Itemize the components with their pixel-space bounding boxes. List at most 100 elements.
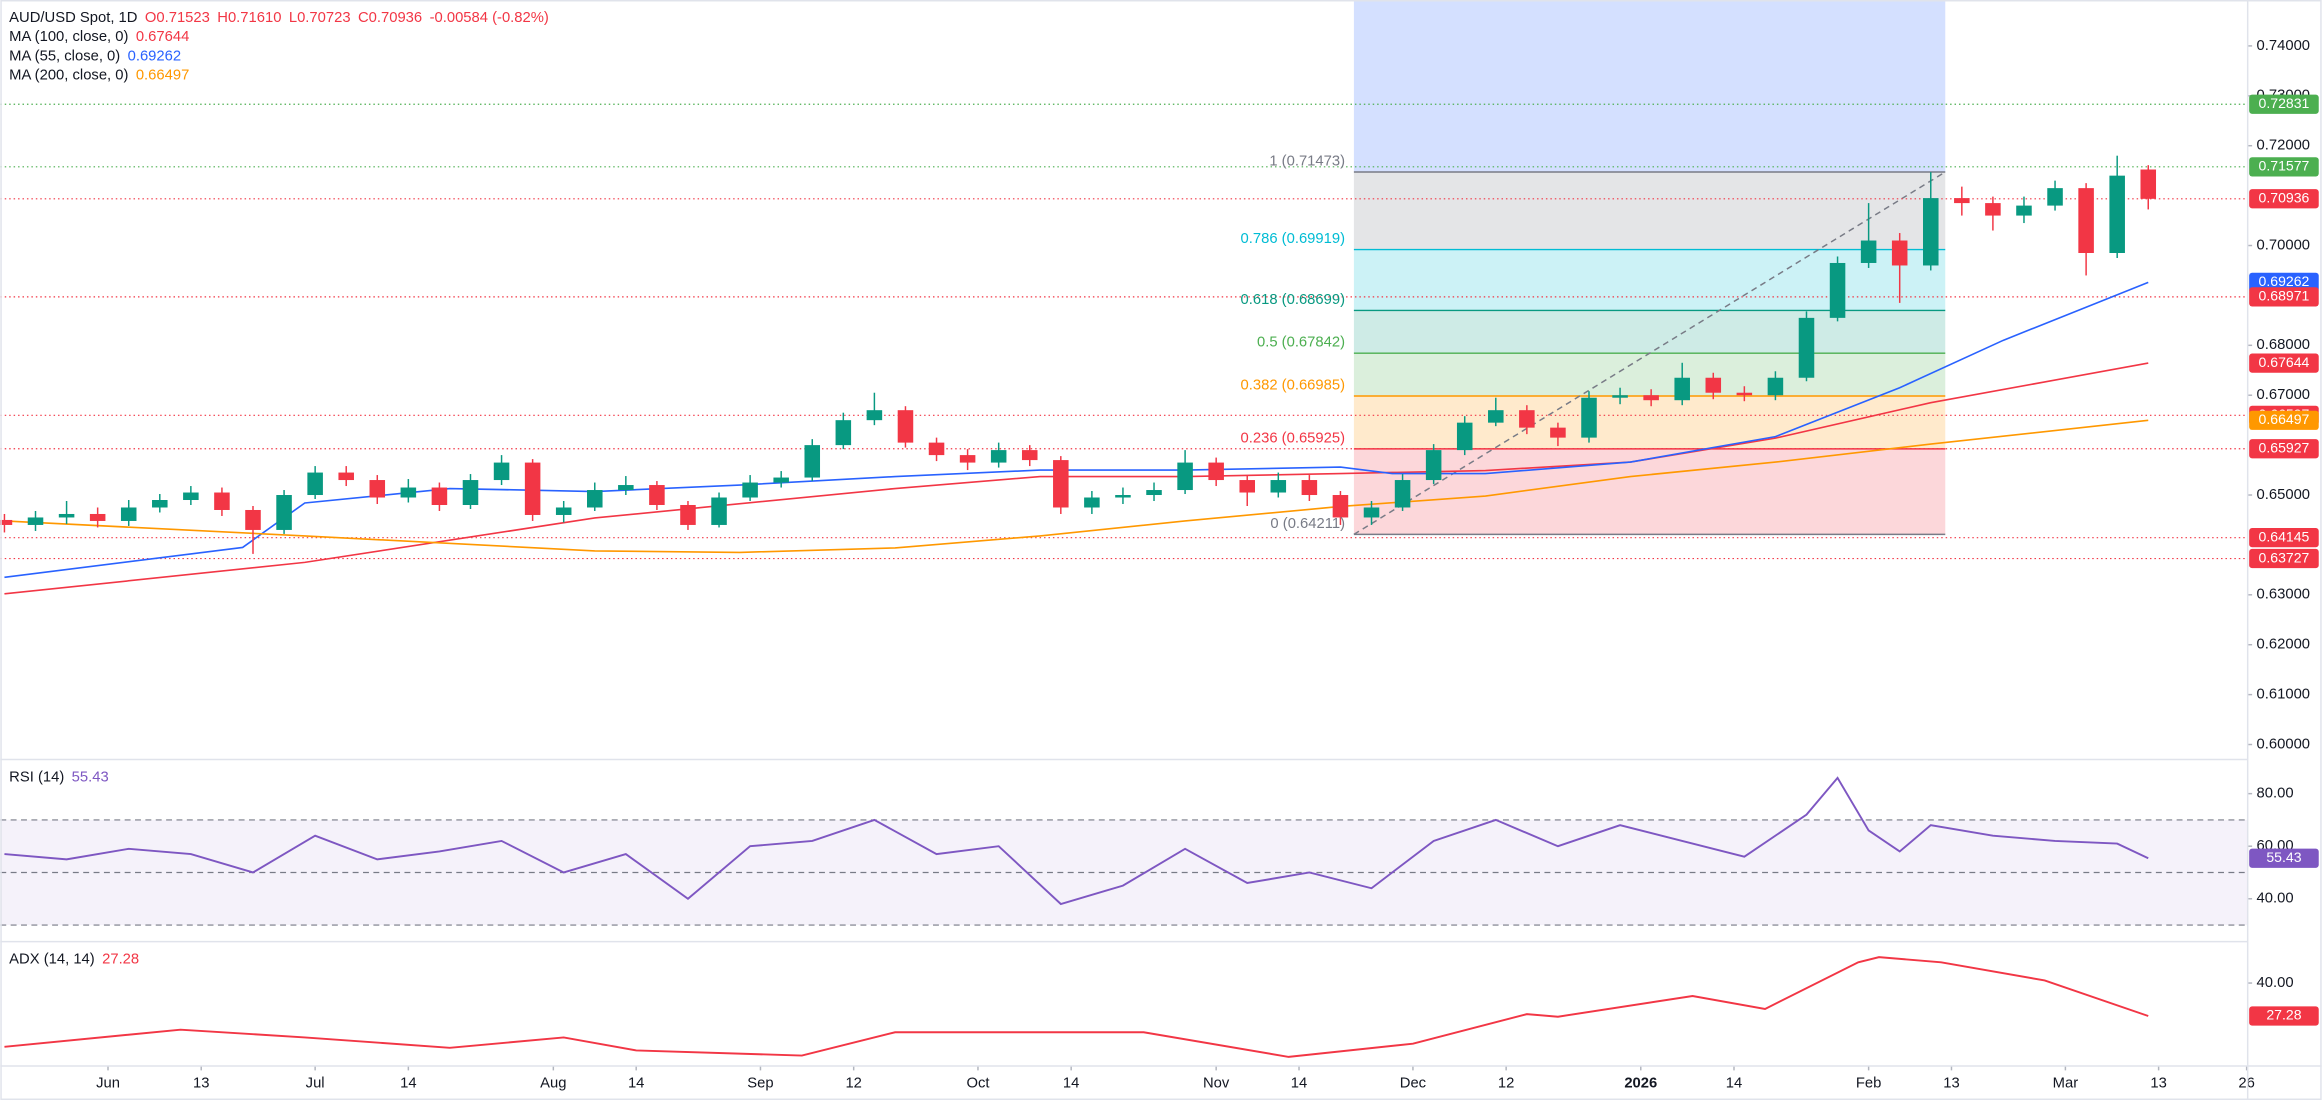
ohlc-value: -0.00584 (-0.82%) [430, 10, 549, 26]
y-tick-label: 0.68000 [2257, 337, 2311, 353]
candle-body [1550, 427, 1566, 438]
x-tick-label: 14 [1726, 1076, 1742, 1092]
price-tag-box [2249, 410, 2319, 430]
y-tick-label: 0.74000 [2257, 38, 2311, 54]
price-tag-label: 55.43 [2266, 849, 2301, 865]
legend-name: MA (100, close, 0) [9, 29, 128, 45]
candle-body [120, 507, 137, 521]
price-tag: 0.71577 [2249, 157, 2319, 177]
x-tick-label: Dec [1400, 1076, 1427, 1092]
fib-range [1353, 0, 1946, 173]
candle-body [1954, 198, 1970, 204]
indicator-value: 27.28 [102, 951, 139, 967]
x-tick-label: Aug [540, 1076, 566, 1092]
candle-body [2016, 205, 2032, 216]
candle-body [2140, 169, 2157, 199]
symbol-legend: AUD/USD Spot, 1D O0.71523 H0.71610 L0.70723… [9, 10, 549, 26]
candle-body [245, 509, 261, 530]
legend-entry: MA (200, close, 0) 0.66497 [9, 67, 189, 83]
price-tag: 0.66497 [2249, 410, 2319, 430]
x-tick-label: 12 [1498, 1076, 1514, 1092]
candle-body [431, 487, 448, 505]
fib-level-label: 0.382 (0.66985) [1241, 378, 1346, 394]
candle-body [27, 517, 44, 525]
ohlc-value: C0.70936 [358, 10, 422, 26]
candle-body [555, 507, 572, 515]
price-tag: 0.64145 [2249, 528, 2319, 548]
candle-body [773, 477, 789, 483]
candle-body [400, 487, 417, 498]
candle-body [338, 472, 354, 481]
x-tick-label: 13 [193, 1076, 209, 1092]
y-tick-label: 0.65000 [2257, 487, 2311, 503]
indicator-line [4, 776, 2149, 906]
indicator-legend: RSI (14) 55.43 [9, 769, 109, 785]
candle-body [1021, 450, 1038, 461]
y-tick-label: 0.70000 [2257, 237, 2311, 253]
indicator-name: ADX (14, 14) [9, 951, 95, 967]
ohlc-value: O0.71523 [145, 10, 210, 26]
candle-body [462, 480, 479, 505]
x-tick-label: Jun [96, 1076, 120, 1092]
candle-body [1208, 462, 1224, 481]
candle-body [2109, 175, 2125, 253]
price-tag: 0.63727 [2249, 548, 2319, 569]
fib-level-label: 0.786 (0.69919) [1241, 231, 1346, 247]
fib-band [1353, 172, 1946, 250]
price-tag-box [2249, 353, 2319, 373]
legend-name: MA (200, close, 0) [9, 67, 128, 83]
price-tag-label: 0.66497 [2259, 411, 2310, 427]
candle-body [1705, 377, 1722, 393]
price-tag-label: 0.64145 [2259, 528, 2310, 544]
price-tag: 0.69262 [2249, 272, 2319, 292]
candle-body [1488, 410, 1504, 423]
candle-body [214, 492, 230, 510]
candle-body [369, 480, 386, 498]
price-tag: 0.70936 [2249, 189, 2319, 209]
candle-body [1394, 480, 1411, 508]
price-tag-box [2249, 287, 2319, 307]
candle-body [1456, 422, 1473, 451]
price-tag-label: 0.72831 [2259, 95, 2310, 111]
candle-body [307, 472, 323, 496]
candle-body [586, 490, 603, 508]
fib-level-label: 0.236 (0.65925) [1241, 430, 1346, 446]
legend-value: 0.66497 [136, 67, 190, 83]
candle-body [1612, 395, 1628, 398]
y-tick-label: 0.62000 [2257, 637, 2311, 653]
candle-body [0, 519, 13, 525]
x-tick-label: Nov [1203, 1076, 1230, 1092]
candle-body [1985, 203, 2001, 216]
x-tick-label: 12 [845, 1076, 861, 1092]
price-tag-label: 0.67644 [2259, 354, 2310, 370]
candle-body [493, 462, 510, 481]
legend-value: 0.69262 [128, 48, 182, 64]
indicator-line [4, 956, 2149, 1058]
y-tick-label: 0.72000 [2257, 138, 2311, 154]
price-tag-box [2249, 157, 2319, 177]
candle-body [742, 482, 758, 498]
fib-level-label: 0.618 (0.68699) [1241, 292, 1346, 308]
price-tag: 0.65927 [2249, 439, 2319, 459]
price-tag-label: 27.28 [2266, 1007, 2301, 1023]
candle-body [1115, 495, 1131, 498]
price-tag: 55.43 [2249, 848, 2319, 868]
y-tick-label: 40.00 [2257, 891, 2294, 907]
moving-average-line [4, 419, 2149, 554]
candle-body [1519, 410, 1535, 428]
y-tick-label: 0.63000 [2257, 587, 2311, 603]
candle-body [1084, 497, 1100, 508]
y-tick-label: 0.61000 [2257, 687, 2311, 703]
price-tag-label: 0.63727 [2259, 549, 2310, 565]
fib-band [1353, 249, 1946, 311]
price-tag-box [2249, 94, 2319, 114]
candle-body [1146, 490, 1162, 496]
candle-body [1363, 507, 1380, 518]
candle-body [276, 495, 292, 530]
candle-body [928, 442, 945, 456]
candle-body [711, 497, 727, 525]
